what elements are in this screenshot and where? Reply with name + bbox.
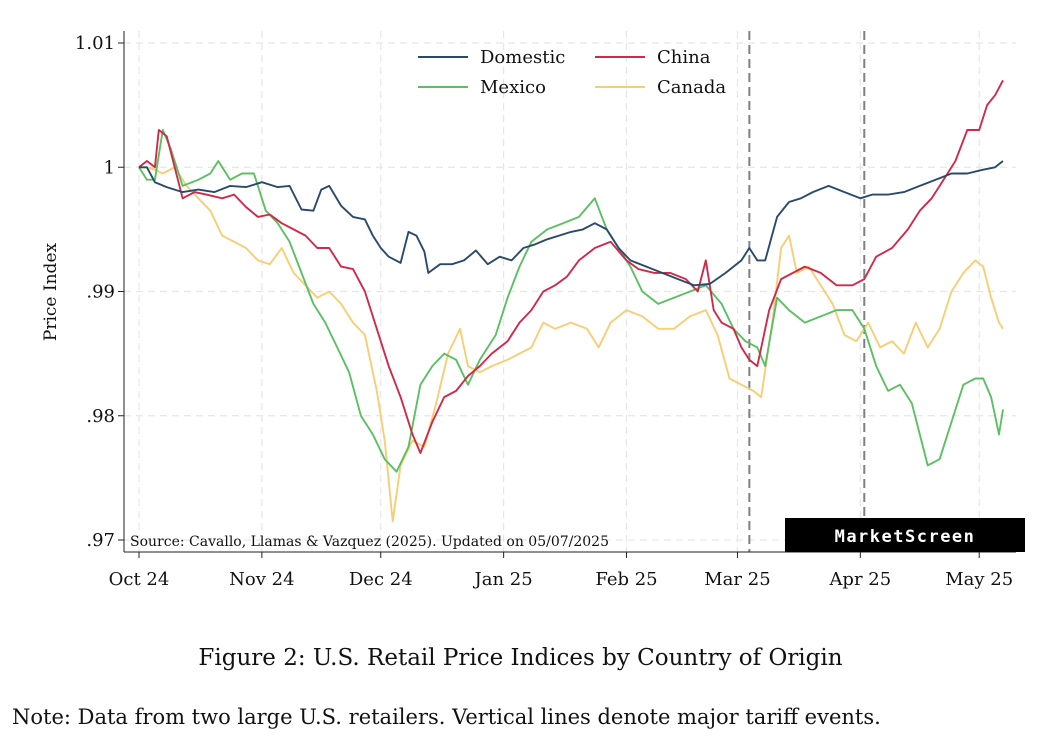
svg-text:MarketScreen: MarketScreen (835, 527, 976, 547)
x-tick-label: Oct 24 (109, 569, 170, 590)
y-tick-label: 1 (104, 157, 115, 178)
y-tick-label: .97 (86, 530, 115, 551)
figure-caption: Figure 2: U.S. Retail Price Indices by C… (198, 645, 843, 671)
x-tick-label: Jan 25 (473, 569, 533, 590)
x-tick-label: Mar 25 (704, 569, 770, 590)
legend: Domestic China Mexico Canada (418, 47, 726, 98)
gridlines (124, 31, 1016, 552)
series-line-china (138, 79, 1004, 454)
series-line-mexico (138, 129, 1004, 473)
x-ticks: Oct 24 Nov 24 Dec 24 Jan 25 Feb 25 Mar 25 Apr … (109, 552, 1013, 590)
x-tick-label: Dec 24 (349, 569, 413, 590)
tariff-event-lines (748, 31, 866, 552)
figure-note: Note: Data from two large U.S. retailers… (12, 705, 881, 729)
series-line-domestic (139, 160, 1004, 287)
price-index-chart: 1.01 1 .99 .98 .97 Oct 24 Nov 24 Dec 24 Jan 25 F… (41, 31, 1025, 590)
y-ticks: 1.01 1 .99 .98 .97 (75, 33, 124, 551)
legend-label-china: China (657, 47, 711, 68)
y-tick-label: .98 (86, 406, 115, 427)
x-tick-label: May 25 (945, 569, 1013, 590)
x-tick-label: Apr 25 (828, 569, 891, 590)
x-tick-label: Feb 25 (595, 569, 657, 590)
y-axis-label: Price Index (41, 242, 61, 341)
series-line-canada (139, 166, 1004, 523)
series-lines (138, 79, 1004, 523)
y-tick-label: .99 (86, 282, 115, 303)
legend-label-mexico: Mexico (480, 77, 546, 98)
x-tick-label: Nov 24 (229, 569, 294, 590)
source-note: Source: Cavallo, Llamas & Vazquez (2025)… (130, 534, 609, 550)
marketscreen-logo: MarketScreen (785, 518, 1025, 552)
legend-label-domestic: Domestic (480, 47, 565, 68)
legend-label-canada: Canada (657, 77, 726, 98)
y-tick-label: 1.01 (75, 33, 115, 54)
